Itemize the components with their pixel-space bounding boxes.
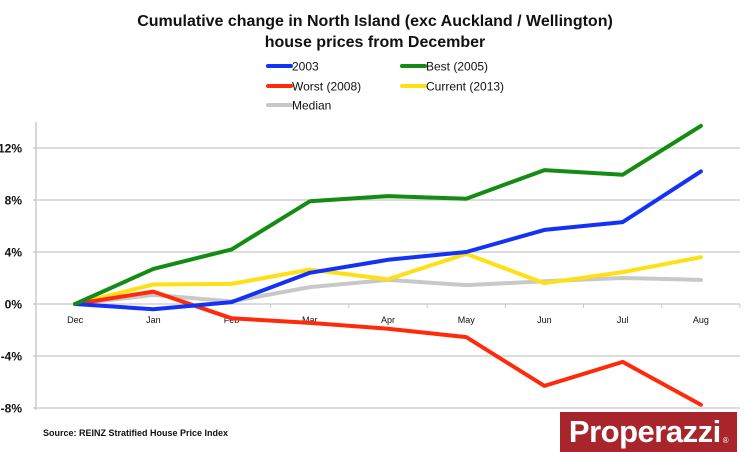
legend-label: Current (2013) — [426, 80, 504, 94]
series-line-current-2013 — [73, 251, 703, 306]
series-line-2003 — [73, 169, 703, 312]
legend-item: Median — [266, 99, 331, 113]
x-tick-label: Jun — [537, 315, 552, 325]
series-line-median — [73, 276, 703, 306]
series-lines — [73, 123, 703, 407]
axes: -8%-4%0%4%8%12%Dec Jan Feb Mar Apr May Jun Jul A… — [0, 122, 741, 416]
y-tick-label: 0% — [5, 298, 23, 312]
legend: 2003 Best (2005) Worst (2008) Current (2013… — [266, 60, 504, 113]
legend-item: Worst (2008) — [266, 80, 361, 94]
source-note: Source: REINZ Stratified House Price Ind… — [43, 428, 228, 438]
chart-title-line-1: Cumulative change in North Island (exc A… — [137, 13, 613, 30]
registered-mark: ® — [722, 435, 729, 445]
legend-label: 2003 — [292, 60, 319, 74]
y-tick-label: 4% — [5, 246, 23, 260]
legend-label: Best (2005) — [426, 60, 488, 74]
legend-item: 2003 — [266, 60, 319, 74]
legend-item: Current (2013) — [400, 80, 504, 94]
x-tick-label: Dec — [67, 315, 84, 325]
legend-label: Worst (2008) — [292, 80, 361, 94]
y-tick-label: -4% — [1, 350, 23, 364]
series-line-worst-2008 — [73, 289, 703, 407]
x-tick-label: Aug — [693, 315, 709, 325]
x-tick-label: May — [458, 315, 476, 325]
y-tick-label: 8% — [5, 194, 23, 208]
series-line-best-2005 — [73, 123, 703, 306]
y-tick-label: 12% — [0, 142, 22, 156]
legend-item: Best (2005) — [400, 60, 488, 74]
y-tick-label: -8% — [1, 402, 23, 416]
x-tick-label: Jul — [617, 315, 629, 325]
x-tick-label: Mar — [302, 315, 318, 325]
gridlines — [33, 147, 740, 409]
x-tick-label: Jan — [146, 315, 161, 325]
logo-text: Properazzi — [568, 414, 721, 449]
properazzi-logo: Properazzi ® — [560, 412, 737, 452]
chart-title: Cumulative change in North Island (exc A… — [137, 13, 613, 51]
chart-title-line-2: house prices from December — [265, 34, 486, 51]
x-tick-label: Apr — [381, 315, 395, 325]
legend-label: Median — [292, 99, 331, 113]
